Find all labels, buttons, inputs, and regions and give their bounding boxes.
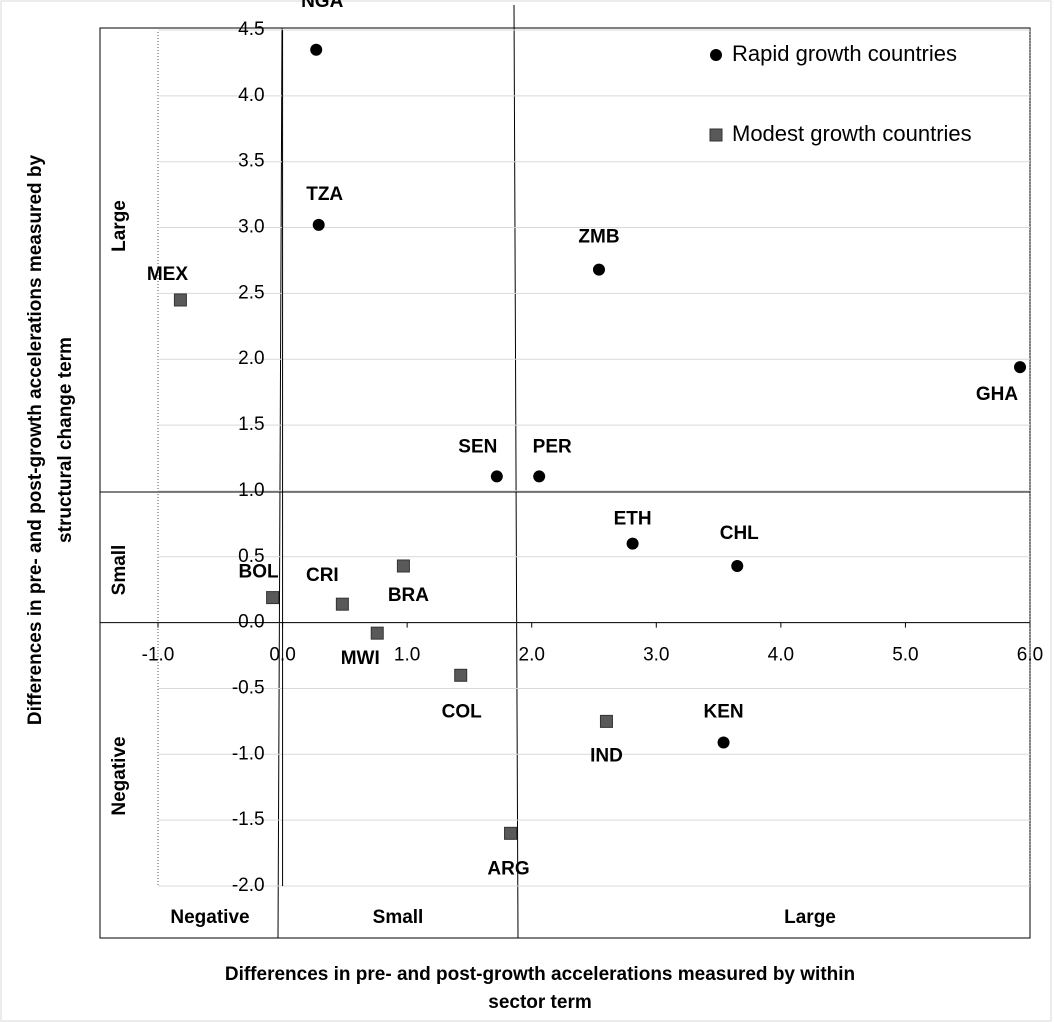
- y-region-label: Negative: [109, 736, 130, 815]
- point-label: GHA: [976, 384, 1019, 405]
- x-tick-label: 2.0: [519, 645, 545, 666]
- point: [626, 537, 639, 550]
- point-label: ZMB: [578, 227, 619, 248]
- point-label: COL: [442, 701, 483, 722]
- point-label: ETH: [614, 509, 652, 530]
- point: [731, 559, 744, 572]
- y-axis-title: Differences in pre- and post-growth acce…: [25, 154, 46, 725]
- point-label: CRI: [306, 565, 339, 586]
- y-tick-label: 3.0: [238, 217, 264, 238]
- point-label: NGA: [301, 0, 344, 12]
- point: [310, 43, 323, 56]
- x-tick-label: 3.0: [643, 645, 669, 666]
- y-tick-label: 0.5: [238, 546, 264, 567]
- point-label: KEN: [703, 701, 743, 722]
- point-label: CHL: [720, 523, 759, 544]
- point: [396, 559, 410, 573]
- point: [312, 218, 325, 231]
- point-label: SEN: [458, 436, 497, 457]
- y-region-label: Large: [109, 200, 130, 252]
- point-label: MEX: [147, 264, 189, 285]
- point: [717, 736, 730, 749]
- point-label: BOL: [239, 562, 280, 583]
- x-tick-label: 1.0: [394, 645, 420, 666]
- region-divider: [513, 4, 519, 939]
- point-label: PER: [533, 436, 572, 457]
- point: [504, 826, 518, 840]
- point: [173, 293, 187, 307]
- plot-frame: [99, 27, 1031, 939]
- point: [490, 470, 503, 483]
- legend-marker: [710, 49, 722, 61]
- y-tick-label: 1.5: [238, 414, 264, 435]
- point: [533, 470, 546, 483]
- point-label: ARG: [487, 858, 529, 879]
- point-label: TZA: [306, 184, 343, 205]
- point: [335, 597, 349, 611]
- x-tick-label: -1.0: [142, 645, 175, 666]
- y-tick-label: 1.0: [238, 480, 264, 501]
- y-tick-label: 4.0: [238, 85, 264, 106]
- y-tick-label: -0.5: [232, 677, 265, 698]
- point-label: MWI: [341, 648, 380, 669]
- y-tick-label: 3.5: [238, 151, 264, 172]
- y-tick-label: 4.5: [238, 19, 264, 40]
- y-tick-label: -2.0: [232, 875, 265, 896]
- legend-label: Rapid growth countries: [732, 41, 957, 66]
- x-tick-label: 6.0: [1017, 645, 1043, 666]
- y-tick-label: -1.0: [232, 743, 265, 764]
- legend-marker: [709, 128, 723, 142]
- y-tick-label: 2.0: [238, 348, 264, 369]
- x-tick-label: 5.0: [892, 645, 918, 666]
- y-tick-label: 2.5: [238, 282, 264, 303]
- point: [454, 668, 468, 682]
- x-region-label: Small: [373, 907, 424, 928]
- point: [370, 626, 384, 640]
- point: [266, 591, 280, 605]
- point-label: BRA: [388, 585, 429, 606]
- x-axis-title: sector term: [488, 992, 592, 1013]
- x-axis-title: Differences in pre- and post-growth acce…: [225, 964, 855, 985]
- y-region-label: Small: [109, 545, 130, 596]
- region-divider: [277, 27, 283, 939]
- legend-label: Modest growth countries: [732, 121, 972, 146]
- point: [592, 263, 605, 276]
- x-region-label: Large: [784, 907, 836, 928]
- y-axis-title: structural change term: [55, 337, 76, 543]
- point: [1014, 361, 1027, 374]
- x-tick-label: 4.0: [768, 645, 794, 666]
- point: [599, 714, 613, 728]
- x-region-label: Negative: [170, 907, 249, 928]
- x-tick-label: 0.0: [269, 645, 295, 666]
- point-label: IND: [590, 745, 623, 766]
- y-tick-label: -1.5: [232, 809, 265, 830]
